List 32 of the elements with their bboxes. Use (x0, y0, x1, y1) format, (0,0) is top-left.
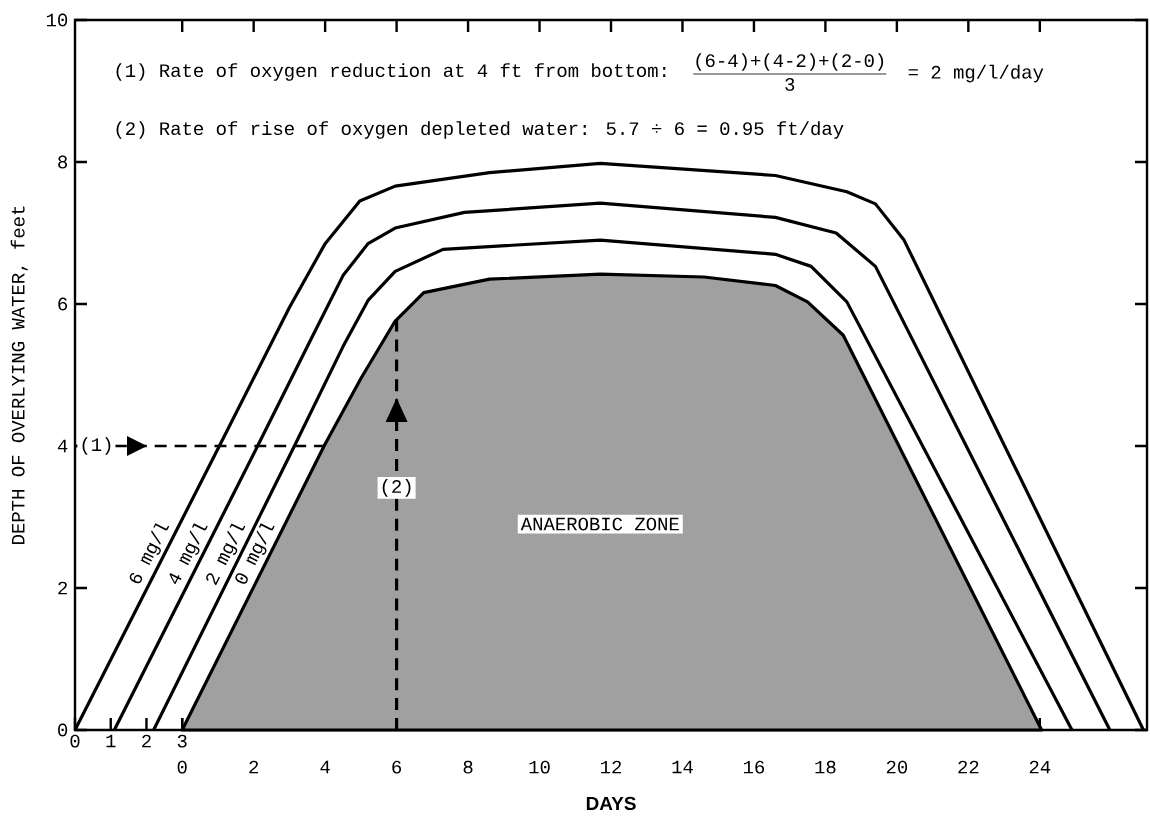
x2-tick-label: 1 (106, 734, 116, 748)
y-tick-label: 2 (58, 581, 67, 595)
x-tick-label: 18 (815, 760, 836, 774)
annotation: ANAEROBIC ZONE (520, 517, 679, 531)
x-tick-label: 20 (886, 760, 908, 774)
x-tick-label: 24 (1029, 760, 1051, 774)
x-tick-label: 12 (601, 760, 622, 774)
y-tick-label: 4 (57, 439, 68, 453)
annotation: (2) (382, 479, 411, 497)
y-tick-label: 8 (58, 155, 68, 169)
y-tick-label: 0 (58, 723, 68, 737)
annotation: (1) Rate of oxygen reduction at 4 ft from bottom: (116, 63, 666, 81)
x-tick-label: 22 (958, 760, 979, 774)
x-tick-label: 14 (672, 760, 693, 774)
y-tick-label: 10 (46, 13, 68, 27)
x-tick-label: 2 (249, 760, 259, 774)
x2-tick-label: 2 (142, 734, 151, 748)
text: 6 mg/l (129, 523, 170, 584)
annotation: (1) (82, 437, 111, 455)
x-tick-label: 6 (392, 760, 402, 774)
y-tick-label: 6 (58, 297, 68, 311)
annotation: $\frac{\texttt{(6-4)+(4-2)+(2-0)}}{\texttt{3}}\quad\texttt{= 2 mg/l/day}$ (693, 53, 1044, 91)
x-tick-label: 16 (743, 760, 765, 774)
x-tick-label: 4 (320, 760, 330, 774)
y-axis-title: DEPTH OF OVERLYING WATER, feet (10, 206, 28, 544)
x-tick-label: 8 (463, 760, 473, 774)
x-tick-label: 0 (177, 760, 187, 774)
x-tick-label: 10 (529, 760, 550, 774)
x-axis-title: DAYS (586, 796, 636, 811)
x2-tick-label: 3 (177, 734, 187, 748)
annotation: (2) Rate of rise of oxygen depleted water: 5.7 ÷ 6 = 0.95 ft/day (116, 121, 844, 139)
x2-tick-label: 0 (70, 734, 80, 748)
